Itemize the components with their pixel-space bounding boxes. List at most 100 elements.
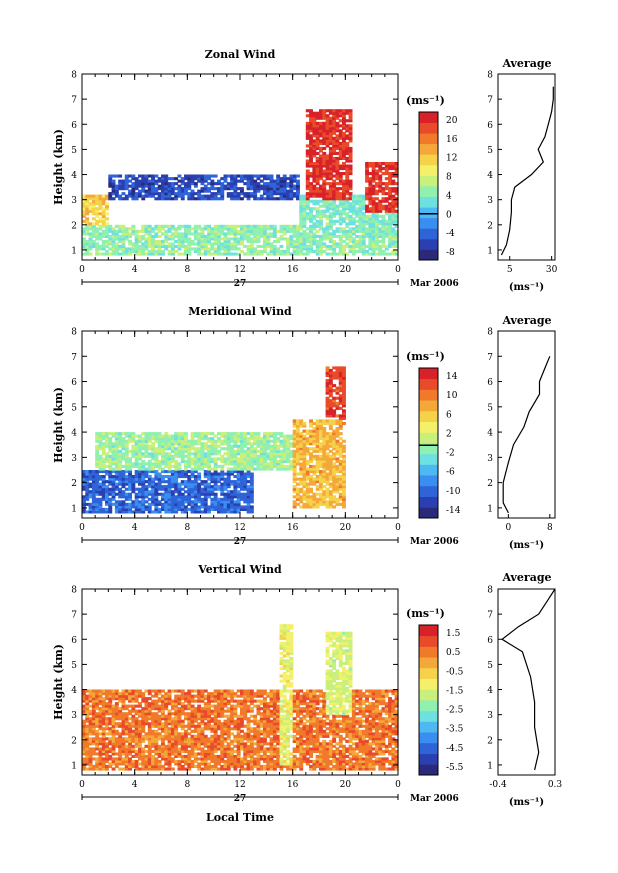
heatmap-cell [299,487,304,491]
heatmap-cell [325,389,330,393]
heatmap-cell [85,247,90,251]
heatmap-cell [269,227,274,231]
heatmap-cell [246,500,251,504]
heatmap-cell [144,490,149,494]
heatmap-cell [315,244,320,248]
heatmap-cell [157,224,162,228]
heatmap-cell [203,502,208,506]
heatmap-cell [161,480,165,484]
heatmap-cell [302,454,307,458]
heatmap-cell [332,194,337,198]
heatmap-cell [279,227,284,231]
heatmap-cell [272,239,277,243]
heatmap-cell [338,109,343,113]
heatmap-cell [256,444,261,448]
heatmap-cell [88,492,93,496]
heatmap-cell [98,482,103,486]
heatmap-cell [193,197,198,201]
heatmap-cell [200,452,205,456]
heatmap-cell [342,492,346,496]
heatmap-cell [217,192,221,196]
heatmap-cell [167,480,172,484]
heatmap-cell [170,477,175,481]
heatmap-cell [223,242,228,246]
heatmap-cell [309,159,313,163]
heatmap-cell [141,485,146,489]
heatmap-cell [161,485,165,489]
heatmap-cell [302,214,307,218]
heatmap-cell [124,729,129,733]
heatmap-cell [184,510,188,514]
heatmap-cell [157,249,162,253]
heatmap-cell [91,234,96,238]
heatmap-cell [338,141,343,145]
heatmap-cell [249,464,254,468]
heatmap-cell [167,464,172,468]
heatmap-cell [141,184,146,188]
heatmap-cell [309,184,313,188]
heatmap-cell [118,737,123,741]
heatmap-cell [335,434,340,438]
heatmap-cell [147,477,152,481]
heatmap-cell [95,485,100,489]
heatmap-cell [217,182,221,186]
heatmap-cell [332,207,337,211]
heatmap-cell [253,442,258,446]
heatmap-cell [269,462,274,466]
heatmap-cell [315,182,320,186]
heatmap-cell [197,495,202,499]
heatmap-cell [233,234,238,238]
heatmap-cell [141,459,146,463]
heatmap-cell [246,462,251,466]
heatmap-cell [157,510,162,514]
heatmap-cell [276,189,281,193]
heatmap-cell [342,121,346,125]
heatmap-cell [131,502,136,506]
heatmap-cell [256,439,261,443]
heatmap-cell [121,699,126,703]
heatmap-cell [342,490,346,494]
heatmap-cell [309,209,313,213]
heatmap-cell [246,485,251,489]
heatmap-cell [180,452,185,456]
heatmap-cell [361,207,366,211]
heatmap-cell [164,480,169,484]
heatmap-cell [190,247,195,251]
heatmap-cell [177,434,182,438]
heatmap-cell [322,249,327,253]
heatmap-cell [91,232,96,236]
heatmap-cell [315,121,320,125]
heatmap-cell [114,739,119,743]
heatmap-cell [118,482,123,486]
heatmap-cell [243,487,248,491]
heatmap-cell [101,747,106,751]
heatmap-cell [210,449,215,453]
heatmap-cell [144,239,149,243]
heatmap-cell [144,174,149,178]
heatmap-cell [394,192,399,196]
heatmap-cell [98,707,103,711]
heatmap-cell [328,419,333,423]
heatmap-cell [82,202,86,206]
heatmap-cell [164,184,169,188]
heatmap-cell [358,212,363,216]
heatmap-cell [147,194,152,198]
heatmap-cell [302,457,307,461]
heatmap-cell [332,244,337,248]
heatmap-cell [332,505,337,509]
heatmap-cell [325,121,330,125]
heatmap-cell [299,495,304,499]
heatmap-cell [207,454,211,458]
heatmap-cell [88,727,93,731]
heatmap-cell [167,447,172,451]
heatmap-cell [309,247,313,251]
heatmap-cell [322,447,327,451]
heatmap-cell [118,252,123,256]
heatmap-cell [335,162,340,166]
heatmap-cell [315,239,320,243]
heatmap-cell [131,739,136,743]
heatmap-cell [121,749,126,753]
heatmap-cell [342,482,346,486]
heatmap-cell [95,222,100,226]
heatmap-cell [328,432,333,436]
